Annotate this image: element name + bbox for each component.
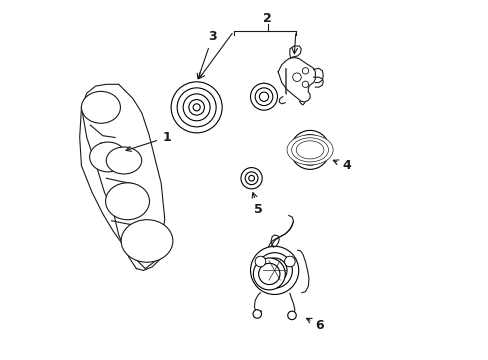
Circle shape xyxy=(253,258,285,290)
Ellipse shape xyxy=(105,183,149,220)
Circle shape xyxy=(248,175,254,181)
Circle shape xyxy=(290,130,329,169)
Text: 3: 3 xyxy=(197,30,217,79)
Circle shape xyxy=(250,246,298,294)
Circle shape xyxy=(294,135,325,165)
Circle shape xyxy=(252,310,261,318)
Circle shape xyxy=(268,264,281,277)
Text: 6: 6 xyxy=(306,318,324,332)
Circle shape xyxy=(250,83,277,110)
Ellipse shape xyxy=(291,138,328,162)
Circle shape xyxy=(292,73,301,81)
Ellipse shape xyxy=(286,135,332,165)
Circle shape xyxy=(302,142,317,158)
Circle shape xyxy=(306,146,313,153)
Ellipse shape xyxy=(81,91,120,123)
Circle shape xyxy=(255,256,265,267)
Ellipse shape xyxy=(89,142,126,172)
Circle shape xyxy=(171,82,222,133)
Circle shape xyxy=(298,138,321,162)
Text: 1: 1 xyxy=(126,131,170,151)
Text: 2: 2 xyxy=(263,12,271,25)
Circle shape xyxy=(183,94,210,121)
Text: 4: 4 xyxy=(333,159,350,172)
Circle shape xyxy=(177,88,216,127)
Circle shape xyxy=(188,100,204,115)
Circle shape xyxy=(241,168,262,189)
Circle shape xyxy=(256,253,292,288)
Circle shape xyxy=(287,311,296,320)
Circle shape xyxy=(259,92,268,101)
Circle shape xyxy=(193,104,200,111)
Circle shape xyxy=(302,68,308,74)
Ellipse shape xyxy=(296,141,323,159)
Text: 5: 5 xyxy=(252,193,263,216)
Circle shape xyxy=(255,88,272,105)
Circle shape xyxy=(302,81,308,87)
Circle shape xyxy=(284,256,295,267)
Ellipse shape xyxy=(106,147,142,174)
Circle shape xyxy=(258,263,279,284)
Circle shape xyxy=(262,258,286,283)
Circle shape xyxy=(244,172,258,185)
Ellipse shape xyxy=(121,220,173,262)
